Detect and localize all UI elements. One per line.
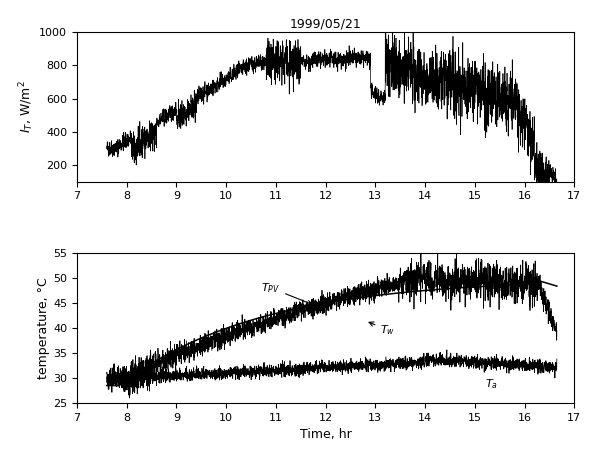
Y-axis label: temperature, °C: temperature, °C <box>37 278 50 379</box>
Y-axis label: $I_T$, W/m$^2$: $I_T$, W/m$^2$ <box>18 81 37 133</box>
Title: 1999/05/21: 1999/05/21 <box>289 18 362 31</box>
Text: $T_w$: $T_w$ <box>369 322 395 337</box>
Text: $T_{PV}$: $T_{PV}$ <box>261 281 312 305</box>
X-axis label: Time, hr: Time, hr <box>300 428 352 442</box>
Text: $T_a$: $T_a$ <box>485 377 498 391</box>
